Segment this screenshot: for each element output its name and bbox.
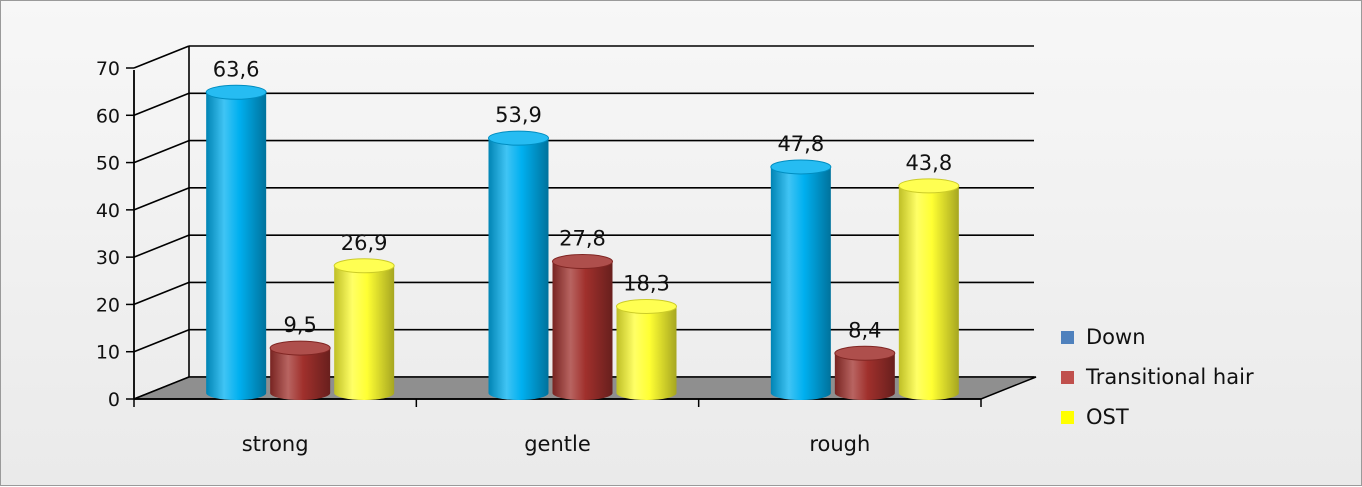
bar-body <box>898 185 959 401</box>
y-tick-label: 30 <box>96 247 120 269</box>
data-label: 43,8 <box>905 151 952 175</box>
legend-swatch <box>1061 411 1074 424</box>
x-tick-label: strong <box>242 432 309 456</box>
bar-body <box>270 348 331 401</box>
legend-label: Down <box>1086 325 1146 349</box>
bar-body <box>770 166 831 401</box>
bar-cap <box>488 130 549 146</box>
legend-label: OST <box>1086 405 1129 429</box>
data-label: 63,6 <box>213 57 260 81</box>
bar-cap <box>552 254 613 270</box>
bar-cap <box>333 258 395 274</box>
bar <box>616 298 677 401</box>
bar-body <box>552 261 613 401</box>
bar <box>770 159 832 401</box>
gridline-side <box>133 92 190 117</box>
bar <box>333 258 395 401</box>
bar <box>834 345 896 401</box>
bar-body <box>206 92 267 400</box>
gridline-side <box>133 187 190 211</box>
data-label: 18,3 <box>623 271 670 295</box>
legend-swatch <box>1061 371 1074 384</box>
bar <box>488 130 549 401</box>
legend-swatch <box>1061 331 1074 344</box>
bar-cap <box>205 84 267 100</box>
bar-body <box>616 306 677 401</box>
bar-cap <box>269 340 331 356</box>
data-label: 27,8 <box>559 227 606 251</box>
gridline-side <box>133 139 190 164</box>
bar-cap <box>616 298 677 314</box>
y-tick-label: 10 <box>96 342 120 364</box>
gridline-side <box>133 281 190 306</box>
y-tick-label: 50 <box>96 153 120 175</box>
y-tick-label: 70 <box>96 58 120 80</box>
bar-cap <box>898 178 960 194</box>
data-label: 53,9 <box>495 103 542 127</box>
bar-cap <box>770 159 832 175</box>
bar <box>269 340 331 401</box>
bar-body <box>488 138 549 401</box>
bar-cap <box>834 345 896 361</box>
data-label: 9,5 <box>283 313 316 337</box>
data-label: 26,9 <box>341 231 388 255</box>
data-label: 8,4 <box>848 318 881 342</box>
x-tick-label: rough <box>809 432 870 456</box>
data-label: 47,8 <box>777 132 824 156</box>
bar-body <box>834 353 895 401</box>
bar <box>552 254 613 401</box>
gridline-side <box>133 328 190 353</box>
bar-body <box>334 265 395 401</box>
y-tick-label: 20 <box>96 294 120 316</box>
y-tick-label: 60 <box>96 105 120 127</box>
x-tick-label: gentle <box>524 432 591 456</box>
y-tick-label: 0 <box>108 389 120 411</box>
gridline-side <box>133 234 190 258</box>
bar <box>898 178 960 401</box>
legend-label: Transitional hair <box>1085 365 1254 389</box>
bar <box>205 84 267 400</box>
gridline-side <box>133 45 190 69</box>
y-tick-label: 40 <box>96 200 120 222</box>
